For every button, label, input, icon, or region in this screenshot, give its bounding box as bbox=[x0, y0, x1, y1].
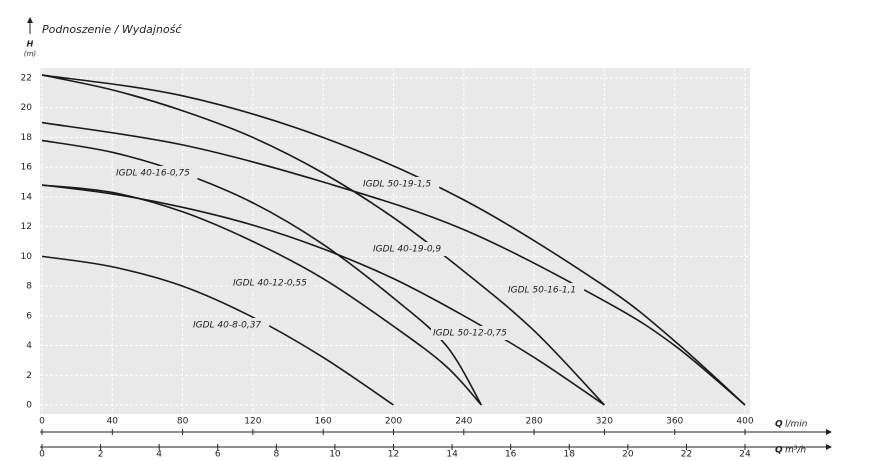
y-tick-label: 2 bbox=[26, 371, 32, 381]
curve-label-bg bbox=[191, 318, 270, 332]
x-tick-label: 400 bbox=[736, 417, 753, 427]
x2-tick-label: 6 bbox=[215, 450, 221, 460]
y-tick-label: 16 bbox=[21, 163, 33, 173]
x-tick-label: 160 bbox=[315, 417, 332, 427]
curve-label-bg bbox=[231, 276, 315, 290]
x-tick-label: 360 bbox=[666, 417, 683, 427]
y-tick-label: 20 bbox=[21, 103, 33, 113]
x2-tick-label: 4 bbox=[156, 450, 162, 460]
x2-tick-label: 0 bbox=[39, 450, 45, 460]
x-tick-label: 0 bbox=[39, 417, 45, 427]
chart-title: Podnoszenie / Wydajność bbox=[42, 23, 182, 36]
x2-tick-label: 12 bbox=[388, 450, 399, 460]
curve-label: IGDL 40-8-0,37 bbox=[193, 321, 261, 331]
curve-label-bg bbox=[506, 283, 585, 297]
x2-tick-label: 14 bbox=[446, 450, 458, 460]
curve-label-bg bbox=[114, 166, 198, 180]
x-tick-label: 80 bbox=[177, 417, 189, 427]
x-tick-label: 240 bbox=[455, 417, 472, 427]
y-tick-label: 8 bbox=[26, 282, 32, 292]
x2-tick-label: 16 bbox=[505, 450, 517, 460]
x-label: Q bbox=[775, 420, 783, 430]
pump-curve bbox=[41, 74, 746, 406]
plot-area bbox=[40, 68, 750, 414]
y-tick-label: 6 bbox=[26, 311, 32, 321]
x2-tick-label: 8 bbox=[273, 450, 279, 460]
x2-tick-label: 22 bbox=[681, 450, 692, 460]
x2-label: Q bbox=[775, 446, 783, 456]
x-arrowhead bbox=[826, 429, 832, 435]
x-unit: l/min bbox=[785, 420, 808, 430]
x2-tick-label: 10 bbox=[329, 450, 341, 460]
y-tick-label: 14 bbox=[21, 192, 33, 202]
pump-curve bbox=[41, 74, 605, 406]
x2-arrowhead bbox=[826, 444, 832, 450]
y-tick-label: 0 bbox=[26, 401, 32, 411]
curve-label: IGDL 50-19-1,5 bbox=[363, 180, 431, 190]
x-tick-label: 280 bbox=[526, 417, 543, 427]
y-tick-label: 4 bbox=[26, 341, 32, 351]
y-tick-label: 10 bbox=[21, 252, 33, 262]
curve-label: IGDL 40-19-0,9 bbox=[373, 245, 441, 255]
curve-label: IGDL 40-16-0,75 bbox=[116, 169, 190, 179]
pump-curve bbox=[41, 184, 605, 406]
pump-curve bbox=[41, 255, 394, 406]
x2-unit: m³/h bbox=[785, 446, 806, 456]
x-tick-label: 200 bbox=[385, 417, 402, 427]
x2-tick-label: 2 bbox=[98, 450, 104, 460]
x-tick-label: 320 bbox=[596, 417, 613, 427]
curve-label-bg bbox=[361, 177, 440, 191]
curve-label: IGDL 40-12-0,55 bbox=[233, 279, 307, 289]
x-tick-label: 120 bbox=[244, 417, 261, 427]
curve-label-bg bbox=[431, 326, 515, 340]
pump-curve bbox=[41, 121, 746, 406]
y-tick-label: 18 bbox=[21, 133, 33, 143]
y-tick-label: 12 bbox=[21, 222, 32, 232]
curve-label: IGDL 50-12-0,75 bbox=[433, 329, 507, 339]
y-tick-label: 22 bbox=[21, 74, 32, 84]
x2-tick-label: 24 bbox=[739, 450, 751, 460]
x2-tick-label: 20 bbox=[622, 450, 634, 460]
curve-label-bg bbox=[371, 242, 450, 256]
curve-label: IGDL 50-16-1,1 bbox=[508, 286, 576, 296]
pump-curve bbox=[41, 184, 482, 406]
x-tick-label: 40 bbox=[107, 417, 119, 427]
y-label: H bbox=[27, 40, 34, 49]
y-unit: (m) bbox=[24, 50, 37, 58]
y-arrowhead bbox=[27, 17, 33, 23]
x2-tick-label: 18 bbox=[564, 450, 576, 460]
